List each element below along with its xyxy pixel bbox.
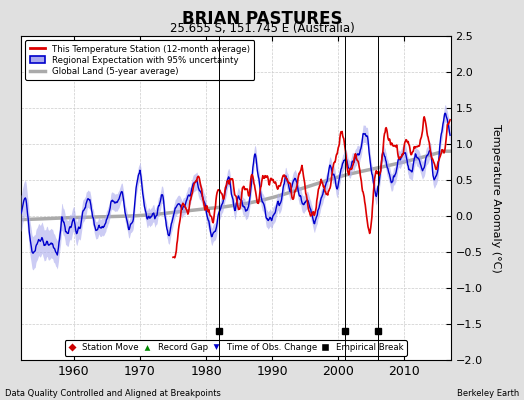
Text: 25.655 S, 151.745 E (Australia): 25.655 S, 151.745 E (Australia)	[170, 22, 354, 35]
Text: Berkeley Earth: Berkeley Earth	[456, 389, 519, 398]
Text: Data Quality Controlled and Aligned at Breakpoints: Data Quality Controlled and Aligned at B…	[5, 389, 221, 398]
Text: BRIAN PASTURES: BRIAN PASTURES	[182, 10, 342, 28]
Y-axis label: Temperature Anomaly (°C): Temperature Anomaly (°C)	[491, 124, 501, 272]
Legend: Station Move, Record Gap, Time of Obs. Change, Empirical Break: Station Move, Record Gap, Time of Obs. C…	[65, 340, 407, 356]
